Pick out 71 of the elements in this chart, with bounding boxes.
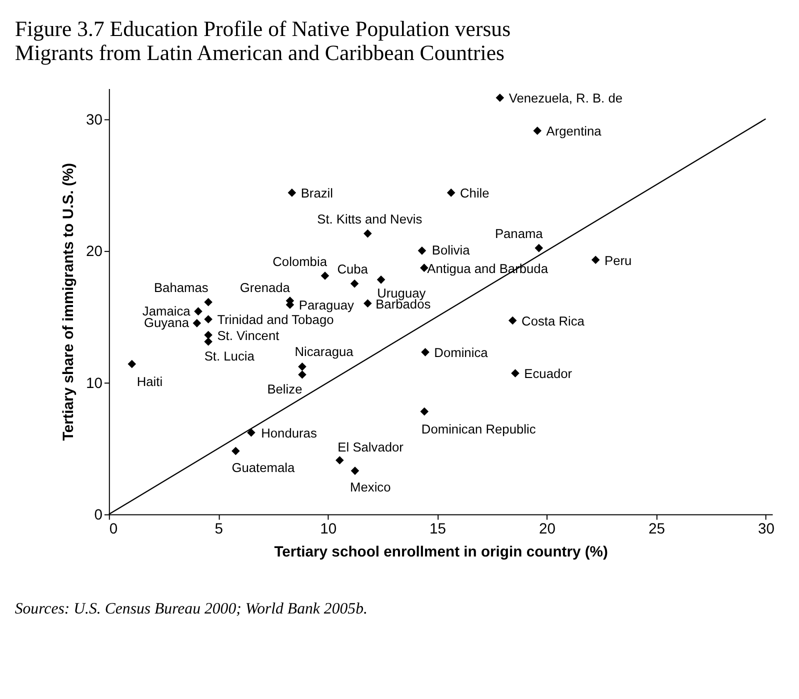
point: [421, 348, 430, 356]
annotation: El Salvador: [338, 439, 404, 454]
point: [350, 279, 359, 288]
point: [204, 298, 212, 306]
annotation: St. Kitts and Nevis: [317, 212, 422, 227]
annotation: Dominican Republic: [421, 421, 536, 436]
point: [511, 369, 520, 378]
x-tick-label: 10: [320, 522, 337, 538]
point: [298, 362, 306, 371]
annotation: Honduras: [261, 426, 317, 441]
point: [376, 276, 386, 284]
annotation: Brazil: [300, 186, 333, 201]
annotation: Peru: [604, 252, 632, 268]
annotation: Dominica: [434, 345, 489, 360]
point: [420, 407, 429, 416]
point: [350, 466, 360, 475]
x-tick-label: 25: [648, 522, 665, 538]
point: [204, 315, 212, 324]
annotation: Paraguay: [298, 298, 354, 313]
point: [418, 246, 426, 255]
point: [320, 272, 330, 280]
y-tick-label: 10: [86, 376, 102, 392]
x-tick-label: 0: [109, 522, 118, 538]
point: [364, 229, 372, 238]
annotation: Colombia: [272, 254, 328, 269]
point: [534, 244, 544, 252]
annotation: Bolivia: [432, 242, 471, 258]
annotation: St. Vincent: [217, 328, 280, 343]
point: [336, 456, 344, 464]
point: [192, 319, 202, 328]
x-tick-label: 15: [430, 522, 446, 538]
annotation: Grenada: [240, 280, 291, 295]
x-tick-label: 5: [214, 522, 223, 538]
annotation: Nicaragua: [294, 344, 354, 359]
annotation: Argentina: [546, 124, 602, 139]
source-note: Sources: U.S. Census Bureau 2000; World Bank 2005b.: [14, 600, 368, 618]
point: [204, 330, 212, 340]
point: [298, 370, 306, 379]
annotation: Cuba: [337, 262, 369, 277]
x-tick-label: 30: [758, 522, 774, 538]
point: [194, 307, 202, 316]
x-axis-title: Tertiary school enrollment in origin country (%): [274, 544, 608, 560]
annotation: Belize: [267, 381, 302, 396]
annotation: Venezuela, R. B. de: [508, 90, 622, 106]
point: [247, 428, 256, 437]
point: [446, 188, 456, 197]
annotation: Panama: [494, 226, 544, 242]
point: [364, 299, 372, 308]
annotation: Costa Rica: [522, 313, 586, 328]
chart-title: Figure 3.7 Education Profile of Native Population versus Migrants from Latin American and Caribbean Countries: [14, 17, 511, 65]
y-axis-title: Tertiary share of immigrants to U.S. (%): [61, 163, 78, 441]
point: [128, 360, 136, 368]
point: [496, 94, 504, 102]
annotation: Mexico: [350, 480, 391, 495]
x-tick-label: 20: [539, 522, 556, 538]
point: [533, 126, 542, 135]
point: [288, 188, 296, 197]
annotation: Chile: [460, 186, 490, 201]
y-tick-label: 20: [86, 244, 102, 260]
annotation: St. Lucia: [204, 348, 256, 364]
y-tick-label: 30: [86, 112, 102, 128]
annotation: Trinidad and Tobago: [217, 312, 334, 328]
annotation: Haiti: [136, 374, 163, 389]
annotation: Bahamas: [154, 280, 208, 296]
annotation: Guatemala: [232, 460, 296, 475]
point: [204, 337, 212, 346]
y-tick-label: 0: [94, 508, 102, 524]
annotation: Ecuador: [524, 366, 573, 382]
point: [591, 256, 600, 264]
point: [232, 446, 240, 456]
point: [508, 316, 517, 325]
